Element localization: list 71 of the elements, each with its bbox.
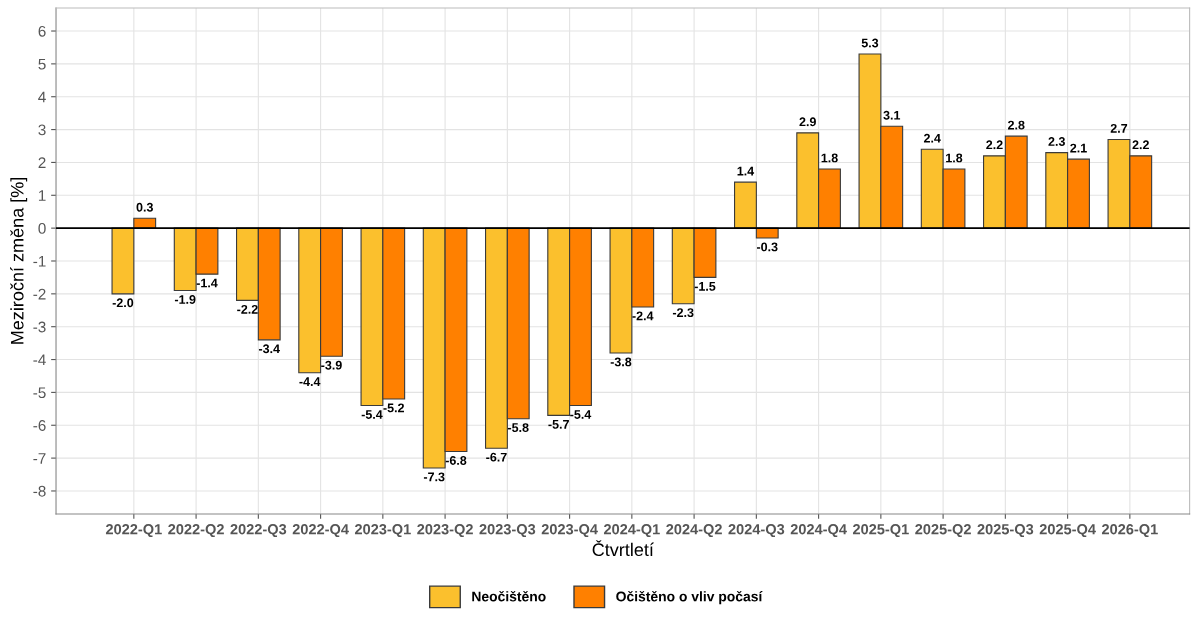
text: -1.9 [174,295,196,304]
text: -5.4 [570,410,592,419]
x-axis-title: Čtvrtletí [592,540,654,557]
text: -2.4 [632,311,654,321]
text: 2.2 [1132,140,1149,150]
y-tick-label: -1 [33,256,46,267]
legend-label: Očištěno o vliv počasí [616,590,763,605]
x-tick-label: 2024-Q3 [728,524,785,538]
y-tick-label: -4 [33,354,46,366]
x-tick-label: 2025-Q4 [1039,524,1096,538]
y-tick-label: 4 [38,91,46,103]
text: 2.2 [986,140,1003,150]
y-tick-label: 2 [38,157,46,168]
text: -4.4 [299,377,321,386]
x-tick-label: 2025-Q2 [915,524,971,538]
bar [755,227,779,239]
x-tick-label: 2025-Q3 [977,524,1034,538]
text: 2.7 [1110,123,1128,133]
text: -2.2 [237,304,258,314]
text: -1.4 [196,278,218,288]
y-tick-label: 3 [38,124,46,136]
y-tick-label: 0 [38,223,46,234]
y-tick-label: -7 [33,453,46,464]
x-tick-label: 2024-Q4 [790,524,847,538]
y-tick-label: -8 [33,485,46,497]
text: 1.8 [946,153,963,163]
y-tick-label: -6 [33,420,46,431]
text: -6.7 [486,452,507,462]
text: 2.4 [923,133,941,143]
y-tick-label: 6 [38,25,46,37]
text: 1.4 [737,166,755,176]
bar [734,181,757,229]
text: -5.7 [548,420,569,429]
x-tick-label: 2022-Q4 [292,524,349,538]
x-tick-label: 2023-Q3 [479,524,536,538]
x-tick-label: 2022-Q1 [105,524,162,538]
text: 2.9 [799,117,816,127]
text: 3.1 [883,110,901,120]
x-tick-label: 2026-Q1 [1101,524,1158,538]
text: -3.8 [610,357,632,367]
text: -0.3 [756,242,778,252]
text: -3.4 [258,344,280,354]
x-tick-label: 2022-Q3 [230,524,287,538]
legend-label: Neočištěno [472,590,546,602]
text: -7.3 [423,472,445,482]
y-tick-label: 5 [38,58,46,70]
y-tick-label: -3 [33,321,46,333]
x-tick-label: 2022-Q2 [168,524,224,538]
text: 2.8 [1007,120,1025,130]
text: 5.3 [861,38,879,48]
text: -2.3 [672,308,694,318]
y-tick-label: -2 [33,288,46,300]
text: -3.9 [321,360,342,370]
x-tick-label: 2023-Q2 [417,524,473,538]
text: -2.0 [112,298,134,308]
text: -5.2 [383,403,405,413]
y-tick-label: -5 [33,387,46,399]
x-tick-label: 2023-Q1 [354,524,411,538]
text: 0.3 [136,202,153,212]
text: 2.3 [1048,137,1065,146]
text: -5.8 [507,423,529,433]
y-axis-title: Meziroční změna [%] [10,177,28,344]
x-tick-label: 2025-Q1 [852,524,909,538]
text: 1.8 [821,153,838,163]
text: -5.4 [361,410,383,419]
x-tick-label: 2024-Q1 [603,524,660,538]
x-tick-label: 2023-Q4 [541,524,598,538]
y-tick-label: 1 [38,190,46,201]
bar [111,227,135,295]
text: 2.1 [1070,143,1087,153]
x-tick-label: 2024-Q2 [666,524,722,538]
